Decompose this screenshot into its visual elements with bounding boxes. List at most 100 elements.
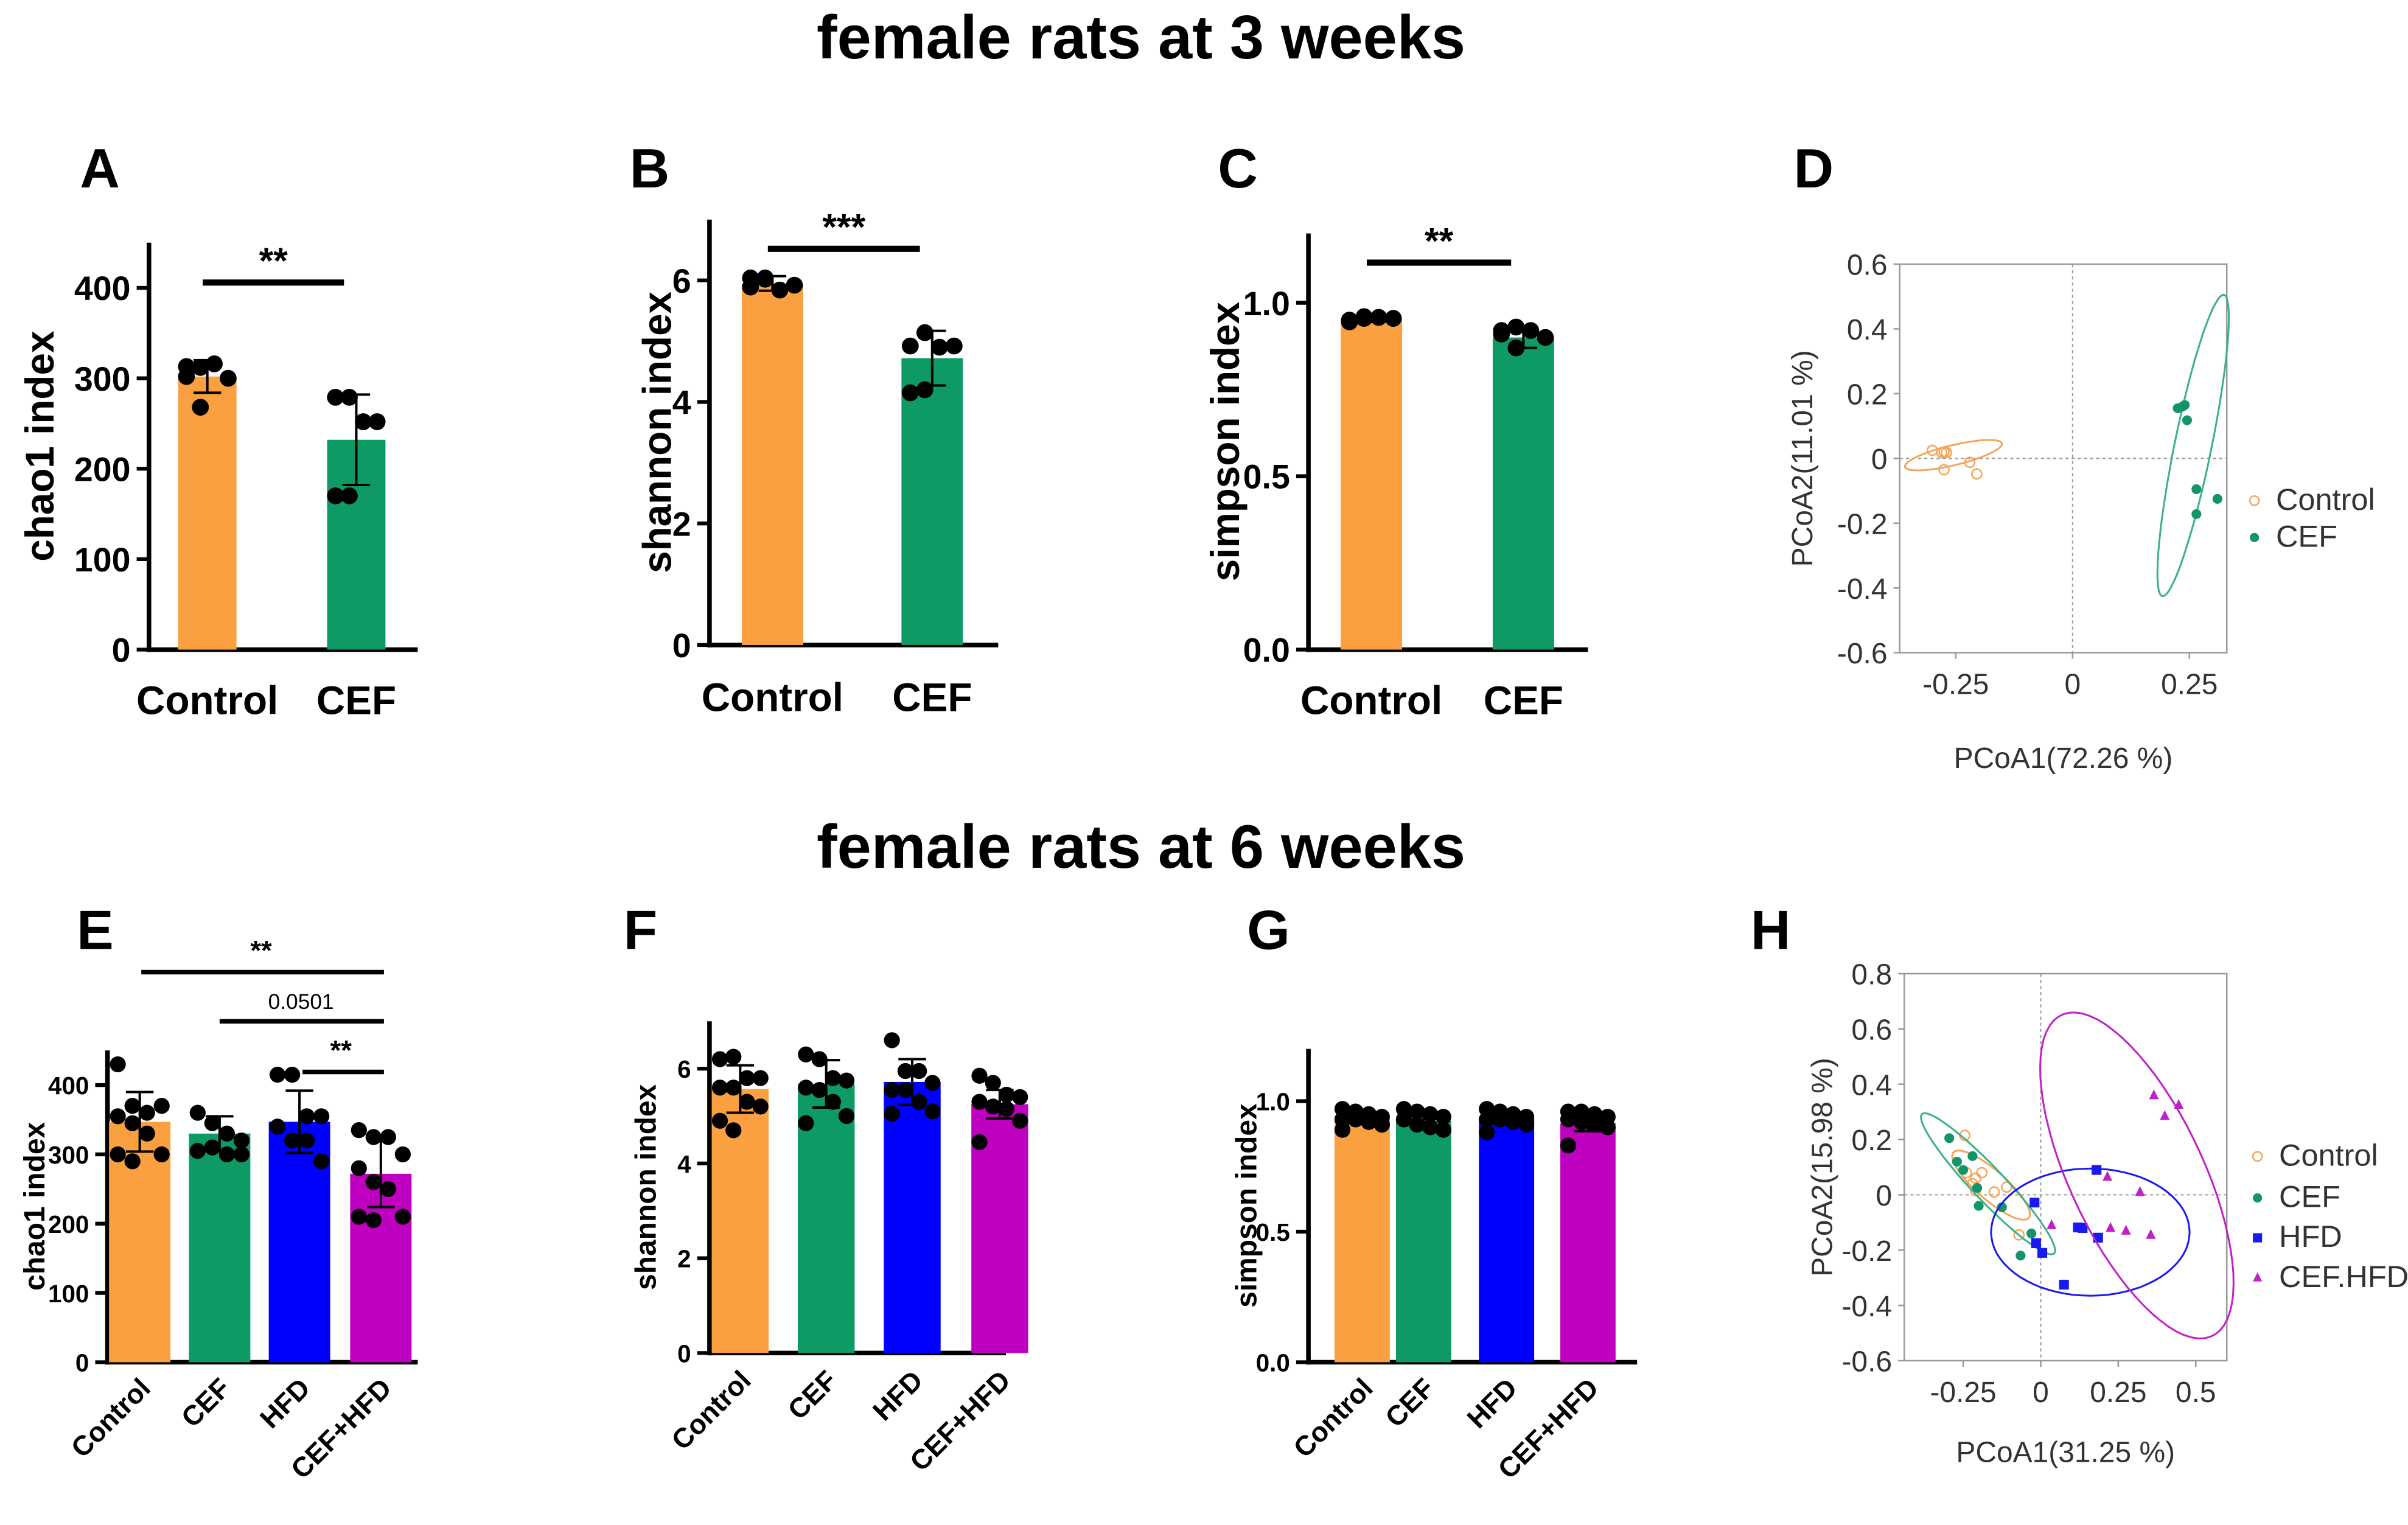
data-point <box>1944 1133 1955 1143</box>
confidence-ellipse <box>1904 439 2003 472</box>
data-point <box>1493 325 1510 343</box>
y-axis-label: chao1 index <box>19 1122 51 1290</box>
panel-A: A 0 100 200 300 400 chao1 index Control CEF ** <box>18 138 418 723</box>
y-tick-label: 4 <box>672 384 691 422</box>
data-point <box>1938 464 1950 476</box>
y-tick-label: 200 <box>48 1210 89 1238</box>
y-tick-label: 0 <box>1876 1180 1892 1212</box>
data-point <box>233 1146 250 1163</box>
bar-cef-hfd <box>1560 1123 1616 1363</box>
x-tick-label: 0.5 <box>2176 1377 2216 1409</box>
data-point <box>756 269 774 287</box>
y-axis-label: shannon index <box>630 1084 663 1290</box>
data-point <box>1972 1182 1983 1193</box>
data-point <box>1409 1103 1425 1120</box>
y-tick-label: 0.0 <box>1256 1349 1290 1377</box>
data-point <box>1361 1114 1377 1130</box>
data-point <box>998 1086 1015 1103</box>
data-point <box>786 276 803 294</box>
x-tick-label: 0 <box>2064 669 2081 701</box>
data-point <box>1435 1109 1451 1125</box>
data-point <box>298 1108 315 1125</box>
data-point <box>341 388 358 406</box>
data-point <box>884 1105 900 1122</box>
data-point <box>1479 1111 1495 1128</box>
data-point <box>365 1129 382 1145</box>
significance-label: 0.0501 <box>268 990 334 1014</box>
data-point <box>811 1051 828 1067</box>
y-tick-label: 4 <box>677 1150 691 1178</box>
data-point <box>1522 322 1540 340</box>
data-point <box>1958 1165 1969 1175</box>
data-point <box>365 1174 382 1190</box>
data-point <box>897 1063 914 1080</box>
data-point <box>1560 1137 1577 1154</box>
panel-D: D -0.6 -0.4 -0.2 0 0.2 0.4 0.6 -0.25 0 0.25 PCoA2(1… <box>1787 138 2375 775</box>
y-tick-label: 100 <box>48 1280 89 1308</box>
data-point <box>1373 1116 1390 1133</box>
data-point <box>1435 1122 1451 1138</box>
y-tick-label: 0.6 <box>1847 250 1888 282</box>
y-tick-label: -0.4 <box>1837 573 1888 605</box>
x-axis-label: PCoA1(72.26 %) <box>1954 742 2173 775</box>
data-point <box>2249 495 2260 506</box>
data-point <box>1971 468 1983 480</box>
data-point <box>1964 456 1976 469</box>
panel-label: A <box>80 138 120 200</box>
data-point <box>2015 1251 2026 1261</box>
x-tick-label: CEF <box>175 1372 236 1433</box>
data-point <box>1573 1114 1590 1130</box>
confidence-ellipse <box>1920 1112 2056 1255</box>
y-tick-label: 300 <box>48 1141 89 1169</box>
y-tick-label: 0.4 <box>1847 314 1888 346</box>
x-tick-label: CEF <box>892 675 972 719</box>
data-point <box>739 1094 755 1110</box>
title-week3: female rats at 3 weeks <box>817 4 1465 72</box>
y-tick-label: 6 <box>672 262 691 300</box>
data-point <box>2252 1151 2263 1162</box>
data-point <box>327 487 344 504</box>
y-tick-label: 0.8 <box>1851 959 1892 991</box>
data-point <box>971 1067 988 1084</box>
data-point <box>2160 1110 2170 1120</box>
y-axis-label: chao1 index <box>18 330 62 562</box>
data-point <box>2031 1238 2041 1248</box>
data-point <box>139 1104 155 1121</box>
data-point <box>2026 1228 2037 1239</box>
significance-label: *** <box>822 206 865 248</box>
y-tick-label: 300 <box>74 360 131 398</box>
data-point <box>1012 1089 1028 1105</box>
data-point <box>2146 1229 2156 1239</box>
data-point <box>2174 1099 2184 1109</box>
data-point <box>1422 1106 1439 1123</box>
bar-hfd <box>1479 1118 1535 1363</box>
significance-label: ** <box>1425 220 1454 261</box>
y-tick-label: -0.2 <box>1841 1235 1892 1268</box>
bar-hfd <box>884 1081 941 1353</box>
confidence-ellipse <box>2156 293 2230 598</box>
x-axis-label: PCoA1(31.25 %) <box>1956 1437 2175 1469</box>
data-point <box>711 1080 728 1096</box>
data-point <box>394 1146 411 1163</box>
data-point <box>2037 1248 2048 1258</box>
data-point <box>341 487 358 504</box>
data-point <box>2250 532 2260 542</box>
bar-control <box>1335 1118 1390 1363</box>
data-point <box>2191 509 2202 519</box>
data-point <box>153 1146 170 1163</box>
panel-label: G <box>1247 900 1290 961</box>
data-point <box>901 384 919 402</box>
y-tick-label: 0.5 <box>1256 1218 1290 1246</box>
plot-frame <box>1903 972 2228 1362</box>
data-point <box>355 413 372 430</box>
data-point <box>1422 1119 1439 1136</box>
data-point <box>1537 329 1554 346</box>
data-point <box>2078 1223 2088 1233</box>
data-point <box>1492 1111 1508 1128</box>
data-point <box>1347 1111 1364 1128</box>
data-point <box>985 1098 1001 1115</box>
data-point <box>1988 1186 2000 1198</box>
data-point <box>1997 1202 2007 1212</box>
